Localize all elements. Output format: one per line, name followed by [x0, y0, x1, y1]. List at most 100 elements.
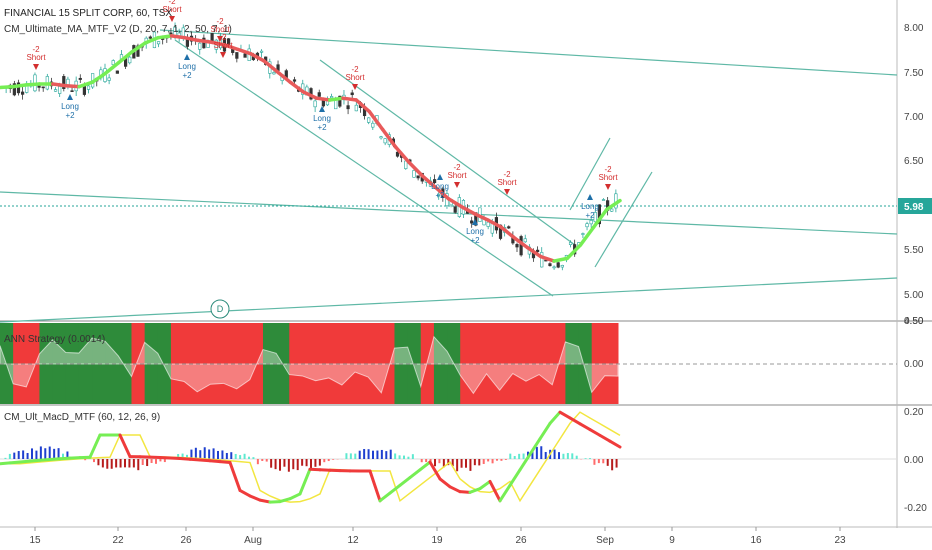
signal-text: -2 [216, 17, 224, 26]
macd-line-segment [288, 492, 302, 501]
long-arrow-icon [437, 174, 443, 180]
long-signal: Long+2 [581, 194, 599, 220]
macd-line-segment [498, 483, 512, 503]
candle-body [338, 95, 342, 107]
ma-segment [51, 82, 68, 88]
macd-plot [0, 410, 622, 504]
time-axis[interactable]: 15 22 26 Aug 12 19 26 Sep 9 16 23 [29, 527, 846, 546]
ma-segment [539, 254, 556, 263]
candle-body [86, 85, 91, 90]
macd-histogram-bar [363, 449, 366, 459]
ann-tick-label: 0.50 [904, 316, 924, 327]
macd-pane[interactable] [0, 406, 897, 526]
macd-line-segment [88, 433, 102, 459]
candle-body [416, 175, 420, 179]
candle-body [259, 50, 264, 53]
macd-histogram-bar [155, 459, 157, 464]
ma-segment [143, 35, 161, 45]
ma-segment [341, 96, 358, 102]
candle-body [148, 36, 152, 39]
candle-body [486, 221, 490, 227]
trend-line [569, 137, 611, 211]
macd-histogram-bar [26, 452, 29, 459]
ma-segment [314, 96, 332, 102]
candle-body [507, 226, 511, 229]
candle-body [610, 208, 614, 212]
macd-histogram-bar [57, 448, 60, 459]
macd-histogram-bar [110, 459, 113, 469]
time-tick-label: 16 [750, 535, 762, 546]
macd-histogram-bar [301, 459, 304, 466]
signal-text: +2 [65, 111, 75, 120]
signals: -2ShortLong+2-2ShortLong+2-2Short-2Short… [26, 0, 618, 245]
macd-line-segment [368, 469, 382, 503]
macd-histogram-bar [518, 453, 521, 459]
ma-segment [64, 83, 81, 89]
candle-body [379, 136, 383, 139]
macd-histogram-bar [48, 446, 51, 459]
main-pane[interactable] [0, 0, 897, 320]
time-tick-label: 19 [431, 535, 443, 546]
macd-line-segment [28, 458, 42, 463]
candle-body [111, 60, 115, 65]
macd-line-segment [308, 467, 322, 472]
signal-text: Short [497, 178, 517, 187]
macd-histogram-bar [292, 459, 295, 470]
macd-histogram-bar [318, 459, 321, 466]
signal-text: Long [61, 102, 79, 111]
macd-histogram-bar [473, 459, 476, 466]
short-arrow-icon [352, 84, 358, 90]
candle-body [354, 104, 358, 112]
long-arrow-icon [472, 219, 478, 225]
macd-line-segment [208, 459, 222, 464]
candle-body [272, 72, 276, 75]
macd-histogram-bar [97, 459, 100, 466]
event-marker[interactable]: D [210, 299, 230, 319]
ma-segment [420, 173, 438, 189]
ma-segment [11, 83, 29, 89]
macd-histogram-bar [323, 459, 326, 463]
macd-histogram-bar [597, 459, 600, 464]
candle-body [395, 151, 400, 157]
macd-histogram-bar [101, 459, 104, 468]
macd-histogram-bar [203, 447, 206, 459]
macd-histogram-bar [407, 456, 410, 459]
macd-histogram-bar [256, 459, 259, 465]
candle-body [367, 117, 371, 123]
candle-body [568, 242, 573, 245]
ma-segment [328, 96, 345, 102]
candle-body [128, 56, 132, 64]
macd-line-segment [8, 460, 22, 465]
signal-text: Short [345, 73, 365, 82]
candle-body [552, 266, 556, 269]
candle-body [556, 262, 560, 268]
macd-histogram-bar [509, 453, 512, 459]
long-arrow-icon [67, 94, 73, 100]
ann-tick-label: 0.00 [904, 359, 924, 370]
ma-segment [288, 80, 306, 94]
candle-body [292, 79, 297, 82]
candle-body [25, 85, 29, 93]
macd-histogram-bar [460, 459, 463, 468]
macd-histogram-bar [531, 449, 534, 459]
macd-histogram-bar [252, 457, 255, 459]
ma-segment [407, 160, 424, 178]
macd-line-segment [448, 485, 462, 494]
candle-body [198, 42, 202, 50]
ma-segment [116, 50, 134, 65]
macd-histogram-bar [186, 454, 188, 459]
price-axis[interactable]: 8.00 7.50 7.00 6.50 5.50 5.00 4.50 [904, 23, 924, 327]
candle-body [346, 105, 350, 110]
candle-body [437, 194, 441, 197]
ma-segment [591, 207, 609, 229]
candle-body [317, 92, 321, 97]
macd-histogram-bar [389, 449, 392, 459]
signal-text: Short [162, 5, 182, 14]
macd-histogram-bar [39, 446, 42, 459]
macd-histogram-bar [314, 459, 317, 467]
ma-segment [275, 69, 292, 84]
macd-histogram-bar [451, 459, 454, 467]
macd-line-segment [398, 476, 412, 487]
